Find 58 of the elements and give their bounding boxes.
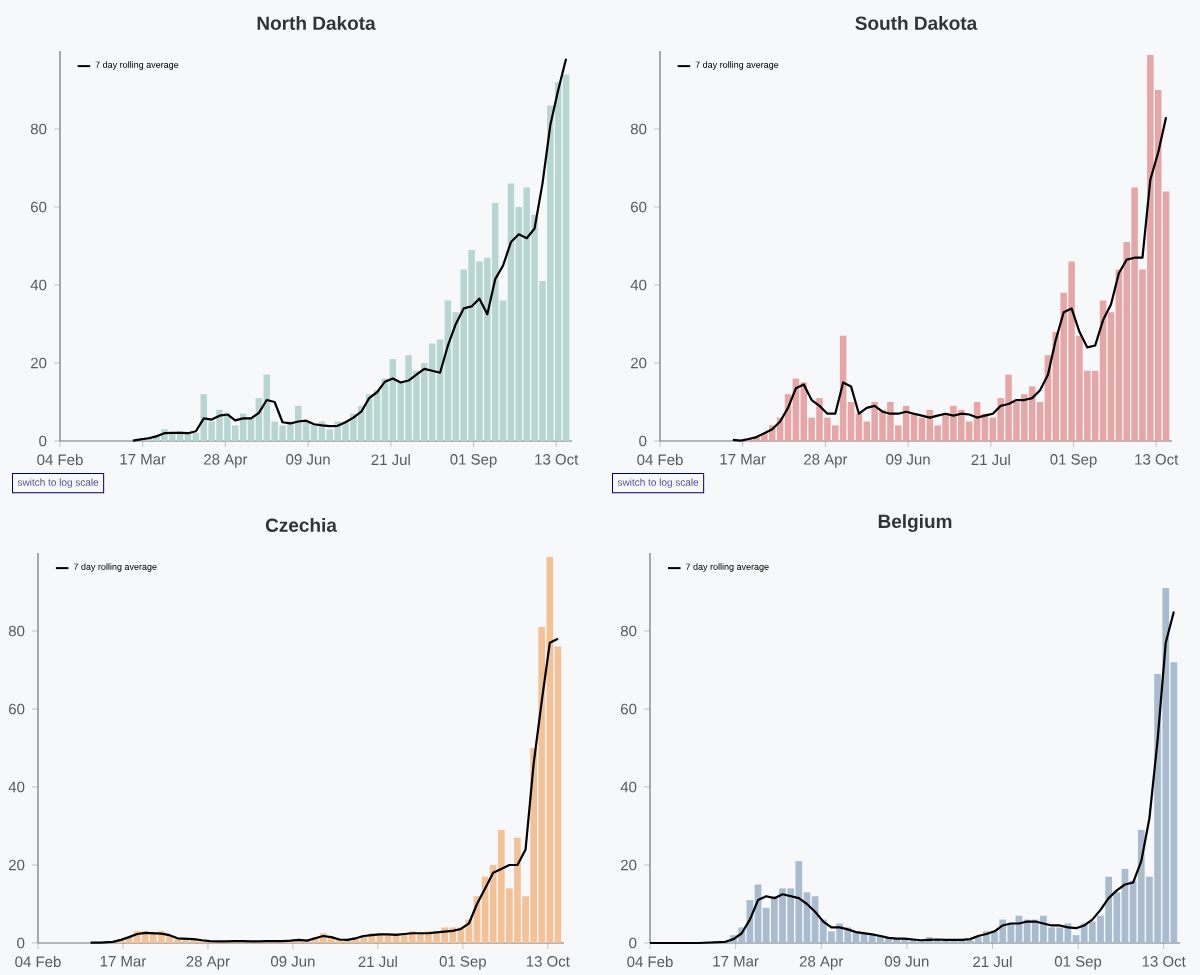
x-tick-label: 01 Sep (439, 956, 486, 970)
x-tick-label: 13 Oct (535, 454, 579, 465)
y-tick-label: 80 (8, 625, 25, 637)
x-tick-label: 04 Feb (627, 956, 673, 968)
y-tick-label: 0 (39, 435, 47, 447)
chart-title: North Dakota (257, 15, 376, 30)
x-tick-label: 21 Jul (973, 956, 1012, 968)
x-tick-label: 17 Mar (100, 956, 147, 967)
chart-title: Belgium (878, 514, 952, 532)
x-tick-label: 04 Feb (37, 454, 83, 466)
x-tick-label: 17 Mar (720, 454, 766, 465)
y-tick-label: 40 (620, 781, 637, 793)
y-tick-label: 20 (631, 357, 647, 369)
text: switch to log scale (17, 478, 99, 488)
y-tick-label: 60 (631, 201, 647, 213)
x-tick-label: 17 Mar (120, 454, 166, 465)
x-tick-label: 13 Oct (1142, 956, 1186, 967)
x-tick-label: 01 Sep (1054, 956, 1102, 970)
y-tick-label: 40 (630, 279, 647, 291)
y-tick-label: 0 (639, 435, 647, 447)
x-tick-label: 13 Oct (1135, 454, 1179, 465)
y-tick-label: 20 (621, 859, 637, 871)
y-tick-label: 80 (620, 625, 637, 637)
y-tick-label: 0 (629, 937, 637, 949)
text: switch to log scale (617, 478, 699, 488)
y-tick-label: 80 (630, 123, 647, 135)
legend-label: 7 day rolling average (95, 61, 179, 70)
x-tick-label: 04 Feb (637, 454, 683, 466)
chart-title: South Dakota (855, 15, 978, 30)
x-tick-label: 28 Apr (804, 454, 848, 468)
x-tick-label: 21 Jul (971, 454, 1010, 466)
y-tick-label: 20 (9, 859, 25, 871)
x-tick-label: 01 Sep (1050, 454, 1097, 468)
x-tick-label: 09 Jun (286, 454, 330, 465)
legend-label: 7 day rolling average (695, 61, 779, 70)
y-tick-label: 60 (9, 703, 25, 715)
y-tick-label: 40 (30, 279, 47, 291)
y-tick-label: 20 (31, 357, 47, 369)
x-tick-label: 13 Oct (526, 956, 570, 967)
x-tick-label: 09 Jun (886, 454, 930, 465)
x-tick-label: 01 Sep (450, 454, 497, 468)
legend-label: 7 day rolling average (73, 563, 157, 572)
x-tick-label: 17 Mar (713, 956, 759, 967)
y-tick-label: 60 (31, 201, 47, 213)
x-tick-label: 21 Jul (371, 454, 410, 466)
x-tick-label: 28 Apr (799, 956, 844, 970)
x-tick-label: 04 Feb (15, 956, 61, 968)
x-tick-label: 09 Jun (884, 956, 929, 967)
chart-title: Czechia (265, 517, 338, 532)
y-tick-label: 0 (17, 937, 25, 949)
x-tick-label: 28 Apr (186, 956, 230, 970)
y-tick-label: 60 (621, 703, 637, 715)
x-tick-label: 21 Jul (358, 956, 397, 968)
legend-label: 7 day rolling average (686, 563, 769, 572)
x-tick-label: 09 Jun (270, 956, 315, 967)
x-tick-label: 28 Apr (204, 454, 248, 468)
y-tick-label: 40 (8, 781, 25, 793)
y-tick-label: 80 (30, 123, 47, 135)
